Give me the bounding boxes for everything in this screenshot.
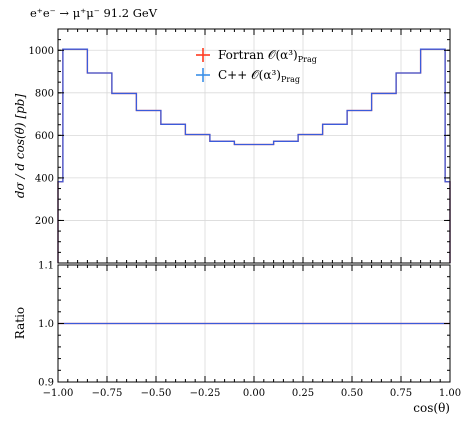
series-lines: [57, 48, 451, 263]
y-tick-label: 1000: [29, 46, 54, 57]
axis-ticks: [57, 28, 451, 383]
y-tick-label: 600: [35, 131, 54, 142]
x-tick-label: 1.00: [439, 388, 461, 399]
grid-top: [58, 29, 450, 263]
series-line-1: [57, 48, 451, 263]
legend-item-cpp: C++ 𝒪(α³)Prag: [196, 68, 300, 84]
chart-title: e⁺e⁻ → μ⁺μ⁻ 91.2 GeV: [30, 6, 158, 20]
x-tick-label: −1.00: [43, 388, 74, 399]
x-tick-label: 0.50: [341, 388, 363, 399]
x-tick-label: 0.25: [292, 388, 314, 399]
y-tick-label: 400: [35, 173, 54, 184]
legend: Fortran 𝒪(α³)Prag C++ 𝒪(α³)Prag: [196, 48, 317, 84]
y-tick-label-ratio: 1.0: [38, 319, 54, 330]
x-tick-label: −0.50: [141, 388, 172, 399]
y-tick-label-ratio: 0.9: [38, 378, 54, 389]
legend-marker-fortran: [196, 48, 210, 62]
legend-item-fortran: Fortran 𝒪(α³)Prag: [196, 48, 317, 64]
legend-marker-cpp: [196, 68, 210, 82]
x-axis-label: cos(θ): [413, 401, 450, 415]
y-tick-label: 200: [35, 216, 54, 227]
y-tick-label-ratio: 1.1: [38, 261, 54, 272]
x-tick-label: 0.75: [390, 388, 412, 399]
x-tick-label: 0.00: [243, 388, 265, 399]
y-tick-label: 800: [35, 88, 54, 99]
y-axis-label-ratio: Ratio: [13, 307, 27, 339]
tick-labels: −1.00 −0.75 −0.50 −0.25 0.00 0.25 0.50 0.75 1.00…: [29, 46, 462, 399]
legend-label-cpp: C++ 𝒪(α³)Prag: [218, 68, 300, 84]
legend-label-fortran: Fortran 𝒪(α³)Prag: [218, 48, 317, 64]
y-axis-label-top: dσ / d cos(θ) [pb]: [13, 94, 27, 199]
x-tick-label: −0.75: [92, 388, 123, 399]
x-tick-label: −0.25: [190, 388, 221, 399]
